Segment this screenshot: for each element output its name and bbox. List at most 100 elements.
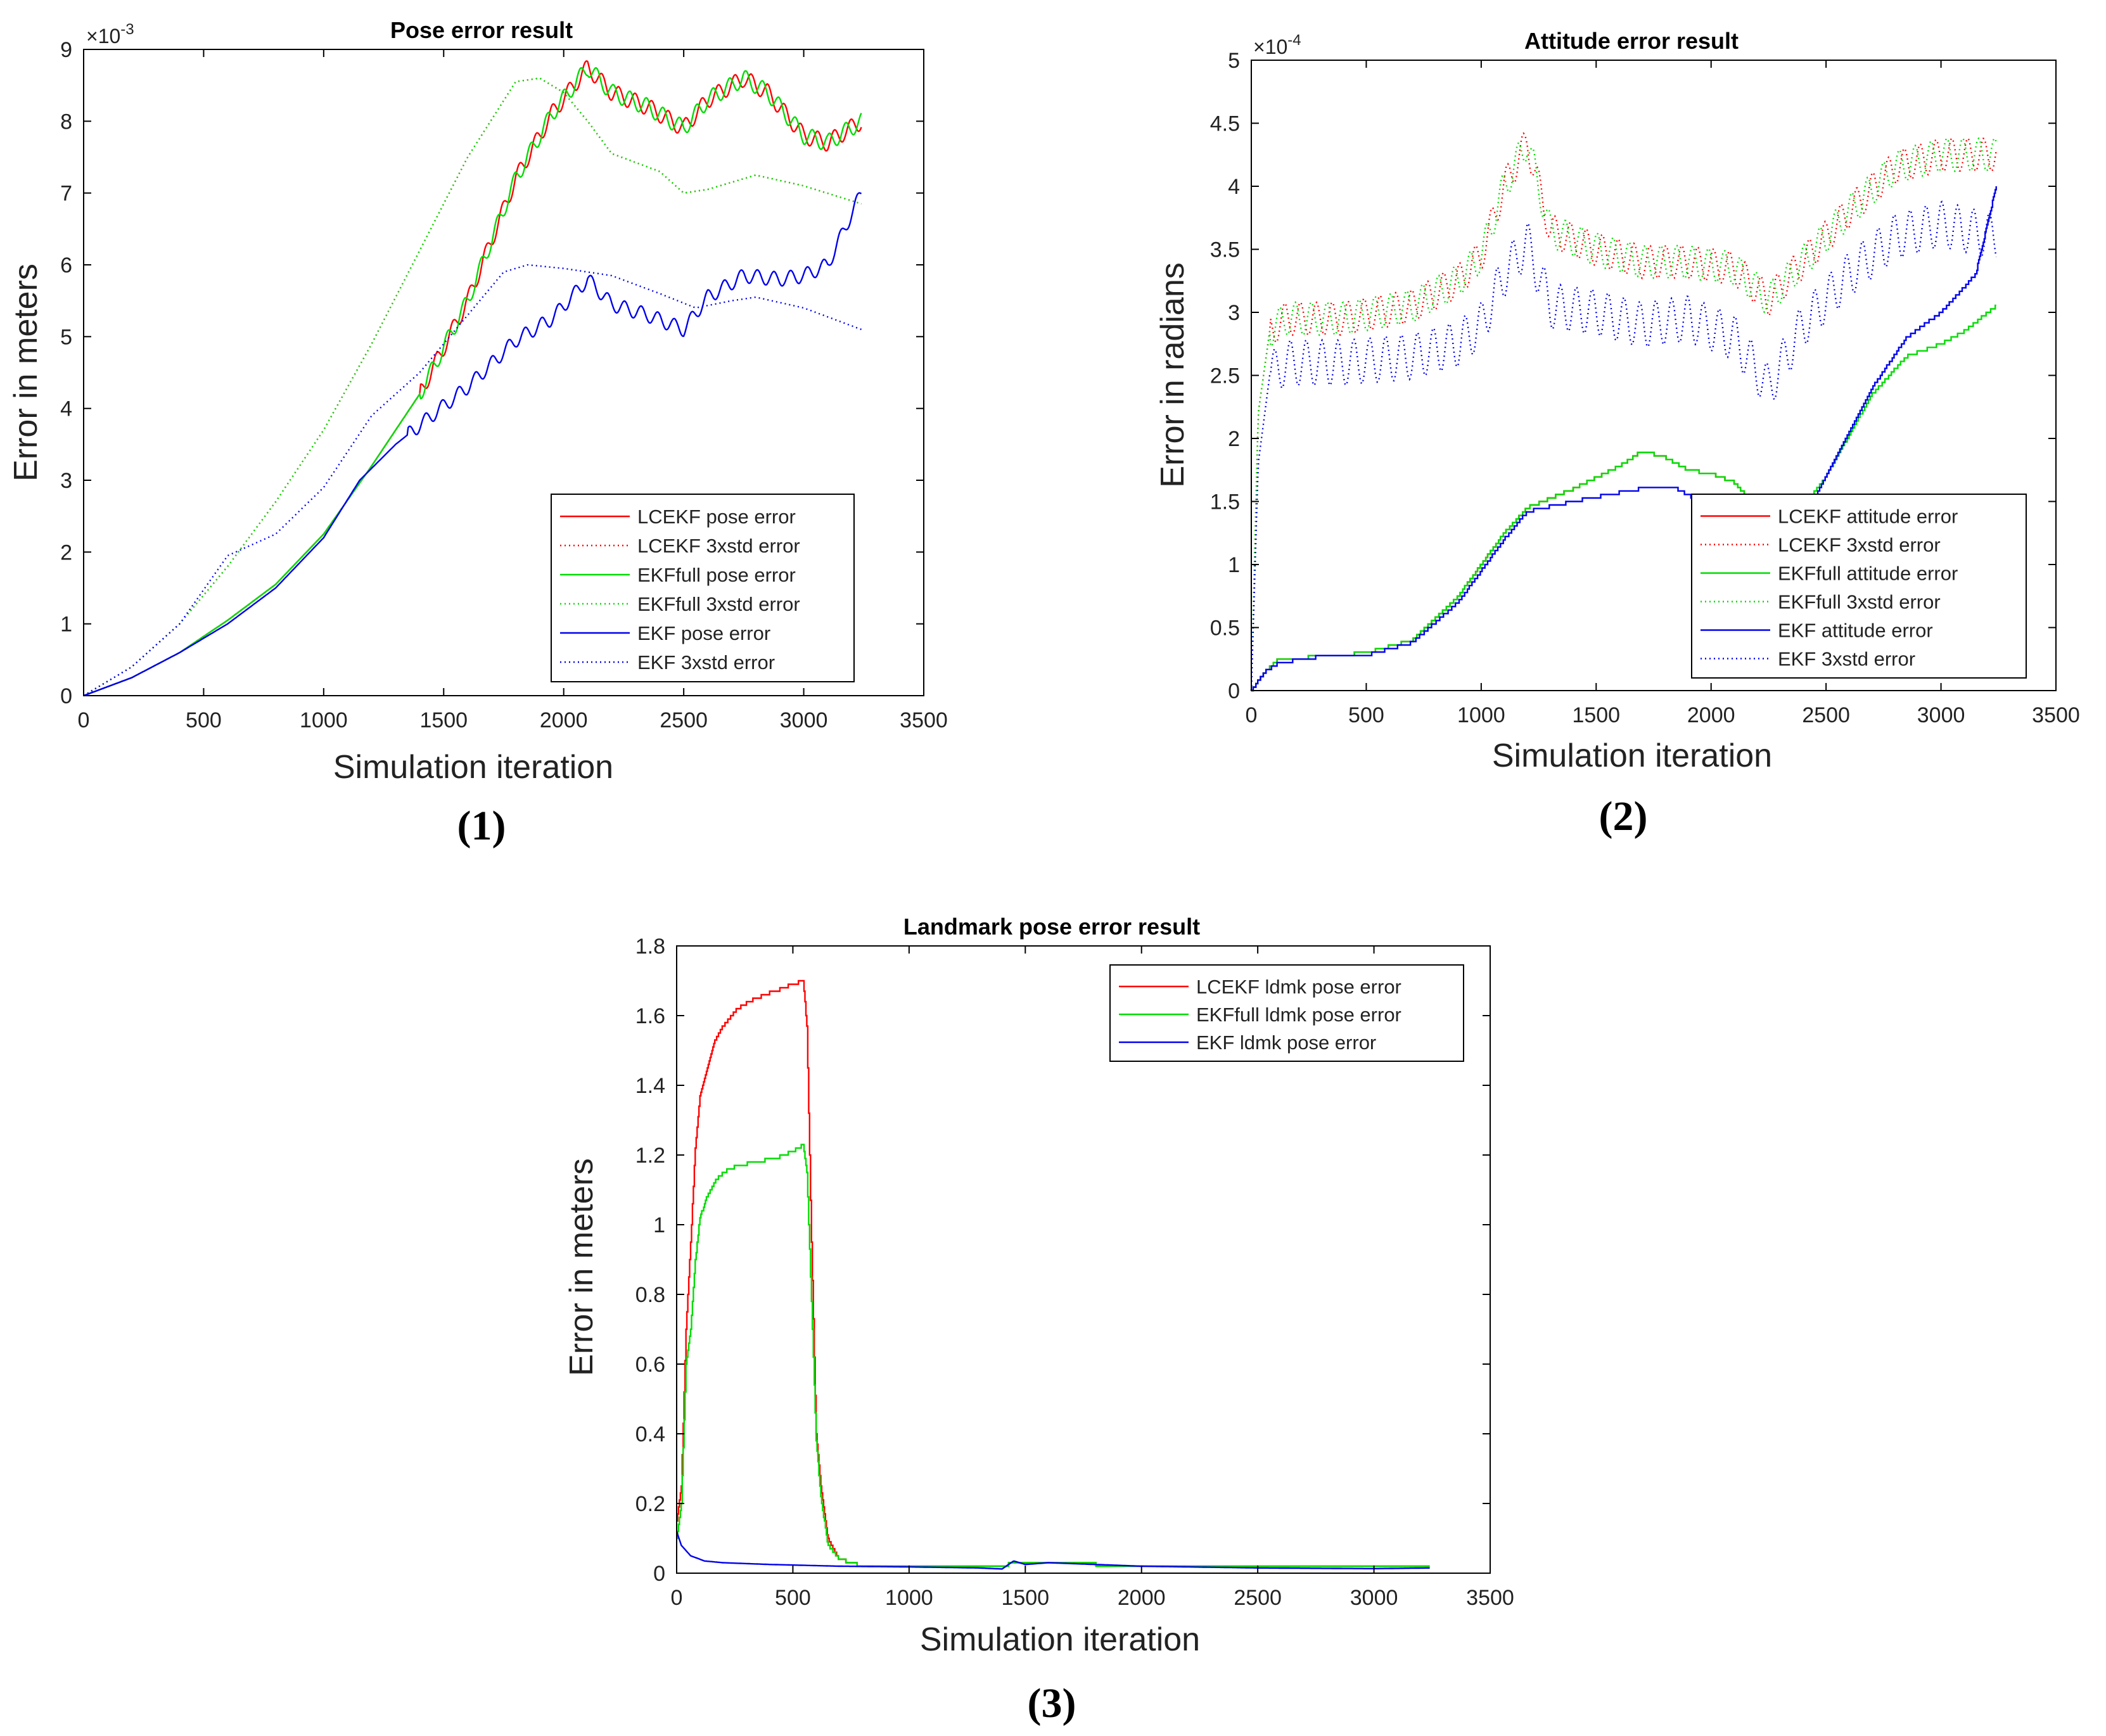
legend-entry-label: LCEKF 3xstd error <box>1778 534 1941 556</box>
legend-entry-label: EKF attitude error <box>1778 620 1933 642</box>
y-tick-label: 1.6 <box>635 1004 665 1028</box>
y-tick-label: 7 <box>60 182 72 206</box>
y-tick-label: 0 <box>60 684 72 708</box>
x-tick-label: 500 <box>186 708 222 732</box>
chart-title: Attitude error result <box>1524 28 1739 54</box>
y-tick-label: 4.5 <box>1210 112 1240 136</box>
legend-box <box>1691 494 2027 679</box>
panel-label: (3) <box>1028 1680 1076 1726</box>
y-axis-label: Error in meters <box>563 1158 600 1376</box>
x-tick-label: 2000 <box>1118 1586 1166 1610</box>
series-line-ekf-pose-error <box>83 192 862 697</box>
legend-entry-label: EKFfull pose error <box>637 564 796 586</box>
y-tick-label: 0.2 <box>635 1492 665 1516</box>
x-tick-label: 3500 <box>2032 703 2080 727</box>
legend-entry-label: EKF pose error <box>637 622 770 644</box>
x-tick-label: 500 <box>775 1586 811 1610</box>
series-line-ekffull-pose-error <box>83 67 862 697</box>
x-axis-label: Simulation iteration <box>333 749 613 786</box>
y-tick-label: 6 <box>60 253 72 278</box>
y-tick-label: 1 <box>653 1213 665 1237</box>
series-line-ekf-attitude-error <box>1251 186 1997 692</box>
x-tick-label: 3000 <box>1917 703 1965 727</box>
x-axis-label: Simulation iteration <box>1492 737 1772 774</box>
series-group <box>83 60 862 697</box>
x-tick-label: 2500 <box>660 708 708 732</box>
y-axis-label: Error in radians <box>1154 262 1191 487</box>
y-tick-label: 3 <box>60 469 72 493</box>
x-tick-label: 2000 <box>1687 703 1735 727</box>
legend-entry-label: LCEKF attitude error <box>1778 506 1958 528</box>
x-tick-label: 0 <box>1246 703 1258 727</box>
x-tick-label: 3000 <box>780 708 828 732</box>
y-tick-label: 0.5 <box>1210 616 1240 641</box>
legend-entry-label: EKFfull 3xstd error <box>637 593 800 615</box>
plot-area-frame <box>676 945 1491 1574</box>
y-tick-label: 4 <box>60 397 72 421</box>
y-tick-label: 0.6 <box>635 1353 665 1377</box>
chart-panel-2: 0 500 1000 1500 2000 2500 3000 3500 0 0.5 1 1.5 2 2.5… <box>1154 28 2080 839</box>
y-tick-label: 2.5 <box>1210 364 1240 388</box>
legend: LCEKF ldmk pose error EKFfull ldmk pose e… <box>1109 964 1464 1062</box>
y-tick-label: 8 <box>60 110 72 134</box>
y-axis-label: Error in meters <box>8 264 44 482</box>
panel-label: (2) <box>1599 793 1648 839</box>
x-axis-label: Simulation iteration <box>920 1621 1200 1658</box>
x-tick-label: 500 <box>1348 703 1384 727</box>
y-tick-label: 0.8 <box>635 1283 665 1307</box>
series-line-ekffull-3xstd-error <box>83 77 862 697</box>
legend-box <box>1109 964 1464 1062</box>
x-tick-label: 3500 <box>900 708 948 732</box>
y-tick-label: 4 <box>1228 175 1240 199</box>
y-tick-label: 0.4 <box>635 1422 665 1446</box>
x-tick-label: 0 <box>78 708 90 732</box>
y-tick-label: 5 <box>1228 49 1240 73</box>
x-tick-label: 1500 <box>419 708 468 732</box>
y-tick-label: 1.4 <box>635 1074 665 1098</box>
legend-entry-label: EKFfull 3xstd error <box>1778 591 1941 613</box>
series-line-ekffull-3xstd-error <box>1250 137 1997 691</box>
y-tick-label: 3 <box>1228 301 1240 325</box>
legend-entry-label: LCEKF ldmk pose error <box>1196 976 1401 998</box>
series-line-lcekf-ldmk-pose-error <box>677 980 1430 1567</box>
x-tick-label: 1000 <box>300 708 348 732</box>
y-tick-label: 3.5 <box>1210 238 1240 262</box>
legend: LCEKF attitude error LCEKF 3xstd error EKF… <box>1691 494 2027 679</box>
y-tick-label: 1 <box>60 613 72 637</box>
legend-entry-label: EKFfull attitude error <box>1778 563 1958 585</box>
y-tick-label: 2 <box>1228 427 1240 451</box>
y-tick-label: 5 <box>60 325 72 349</box>
series-line-ekffull-ldmk-pose-error <box>677 1144 1430 1567</box>
chart-panel-3: 0 500 1000 1500 2000 2500 3000 3500 0 0.2 0.4 0.6 0.… <box>563 914 1514 1726</box>
x-tick-label: 1500 <box>1001 1586 1049 1610</box>
x-tick-label: 1000 <box>1457 703 1505 727</box>
series-group <box>675 980 1430 1570</box>
x-tick-label: 1500 <box>1572 703 1620 727</box>
y-tick-label: 0 <box>1228 679 1240 703</box>
legend-entry-label: EKFfull ldmk pose error <box>1196 1004 1401 1026</box>
plot-area-frame <box>83 49 924 696</box>
x-tick-label: 2000 <box>540 708 588 732</box>
x-tick-label: 1000 <box>885 1586 933 1610</box>
legend-box <box>551 494 855 682</box>
y-tick-label: 2 <box>60 540 72 565</box>
y-exponent-label: ×10-3 <box>86 21 134 48</box>
chart-panel-1: 0 500 1000 1500 2000 2500 3000 3500 0 1 2 3 4 5 6 7 8 9 ×1… <box>8 17 948 849</box>
chart-title: Pose error result <box>390 17 573 43</box>
y-tick-label: 1.8 <box>635 935 665 959</box>
x-tick-label: 2500 <box>1234 1586 1282 1610</box>
x-tick-label: 0 <box>671 1586 683 1610</box>
y-tick-label: 0 <box>653 1562 665 1586</box>
y-tick-label: 9 <box>60 38 72 62</box>
legend: LCEKF pose error LCEKF 3xstd error EKFfull… <box>551 494 855 682</box>
y-exponent-label: ×10-4 <box>1253 32 1301 58</box>
legend-entry-label: EKF 3xstd error <box>637 651 775 673</box>
chart-title: Landmark pose error result <box>903 914 1200 940</box>
panel-label: (1) <box>457 803 506 849</box>
legend-entry-label: LCEKF 3xstd error <box>637 535 800 557</box>
y-tick-label: 1.2 <box>635 1144 665 1168</box>
y-tick-label: 1 <box>1228 553 1240 577</box>
legend-entry-label: EKF ldmk pose error <box>1196 1031 1376 1054</box>
series-line-ekf-ldmk-pose-error <box>675 1531 1430 1570</box>
